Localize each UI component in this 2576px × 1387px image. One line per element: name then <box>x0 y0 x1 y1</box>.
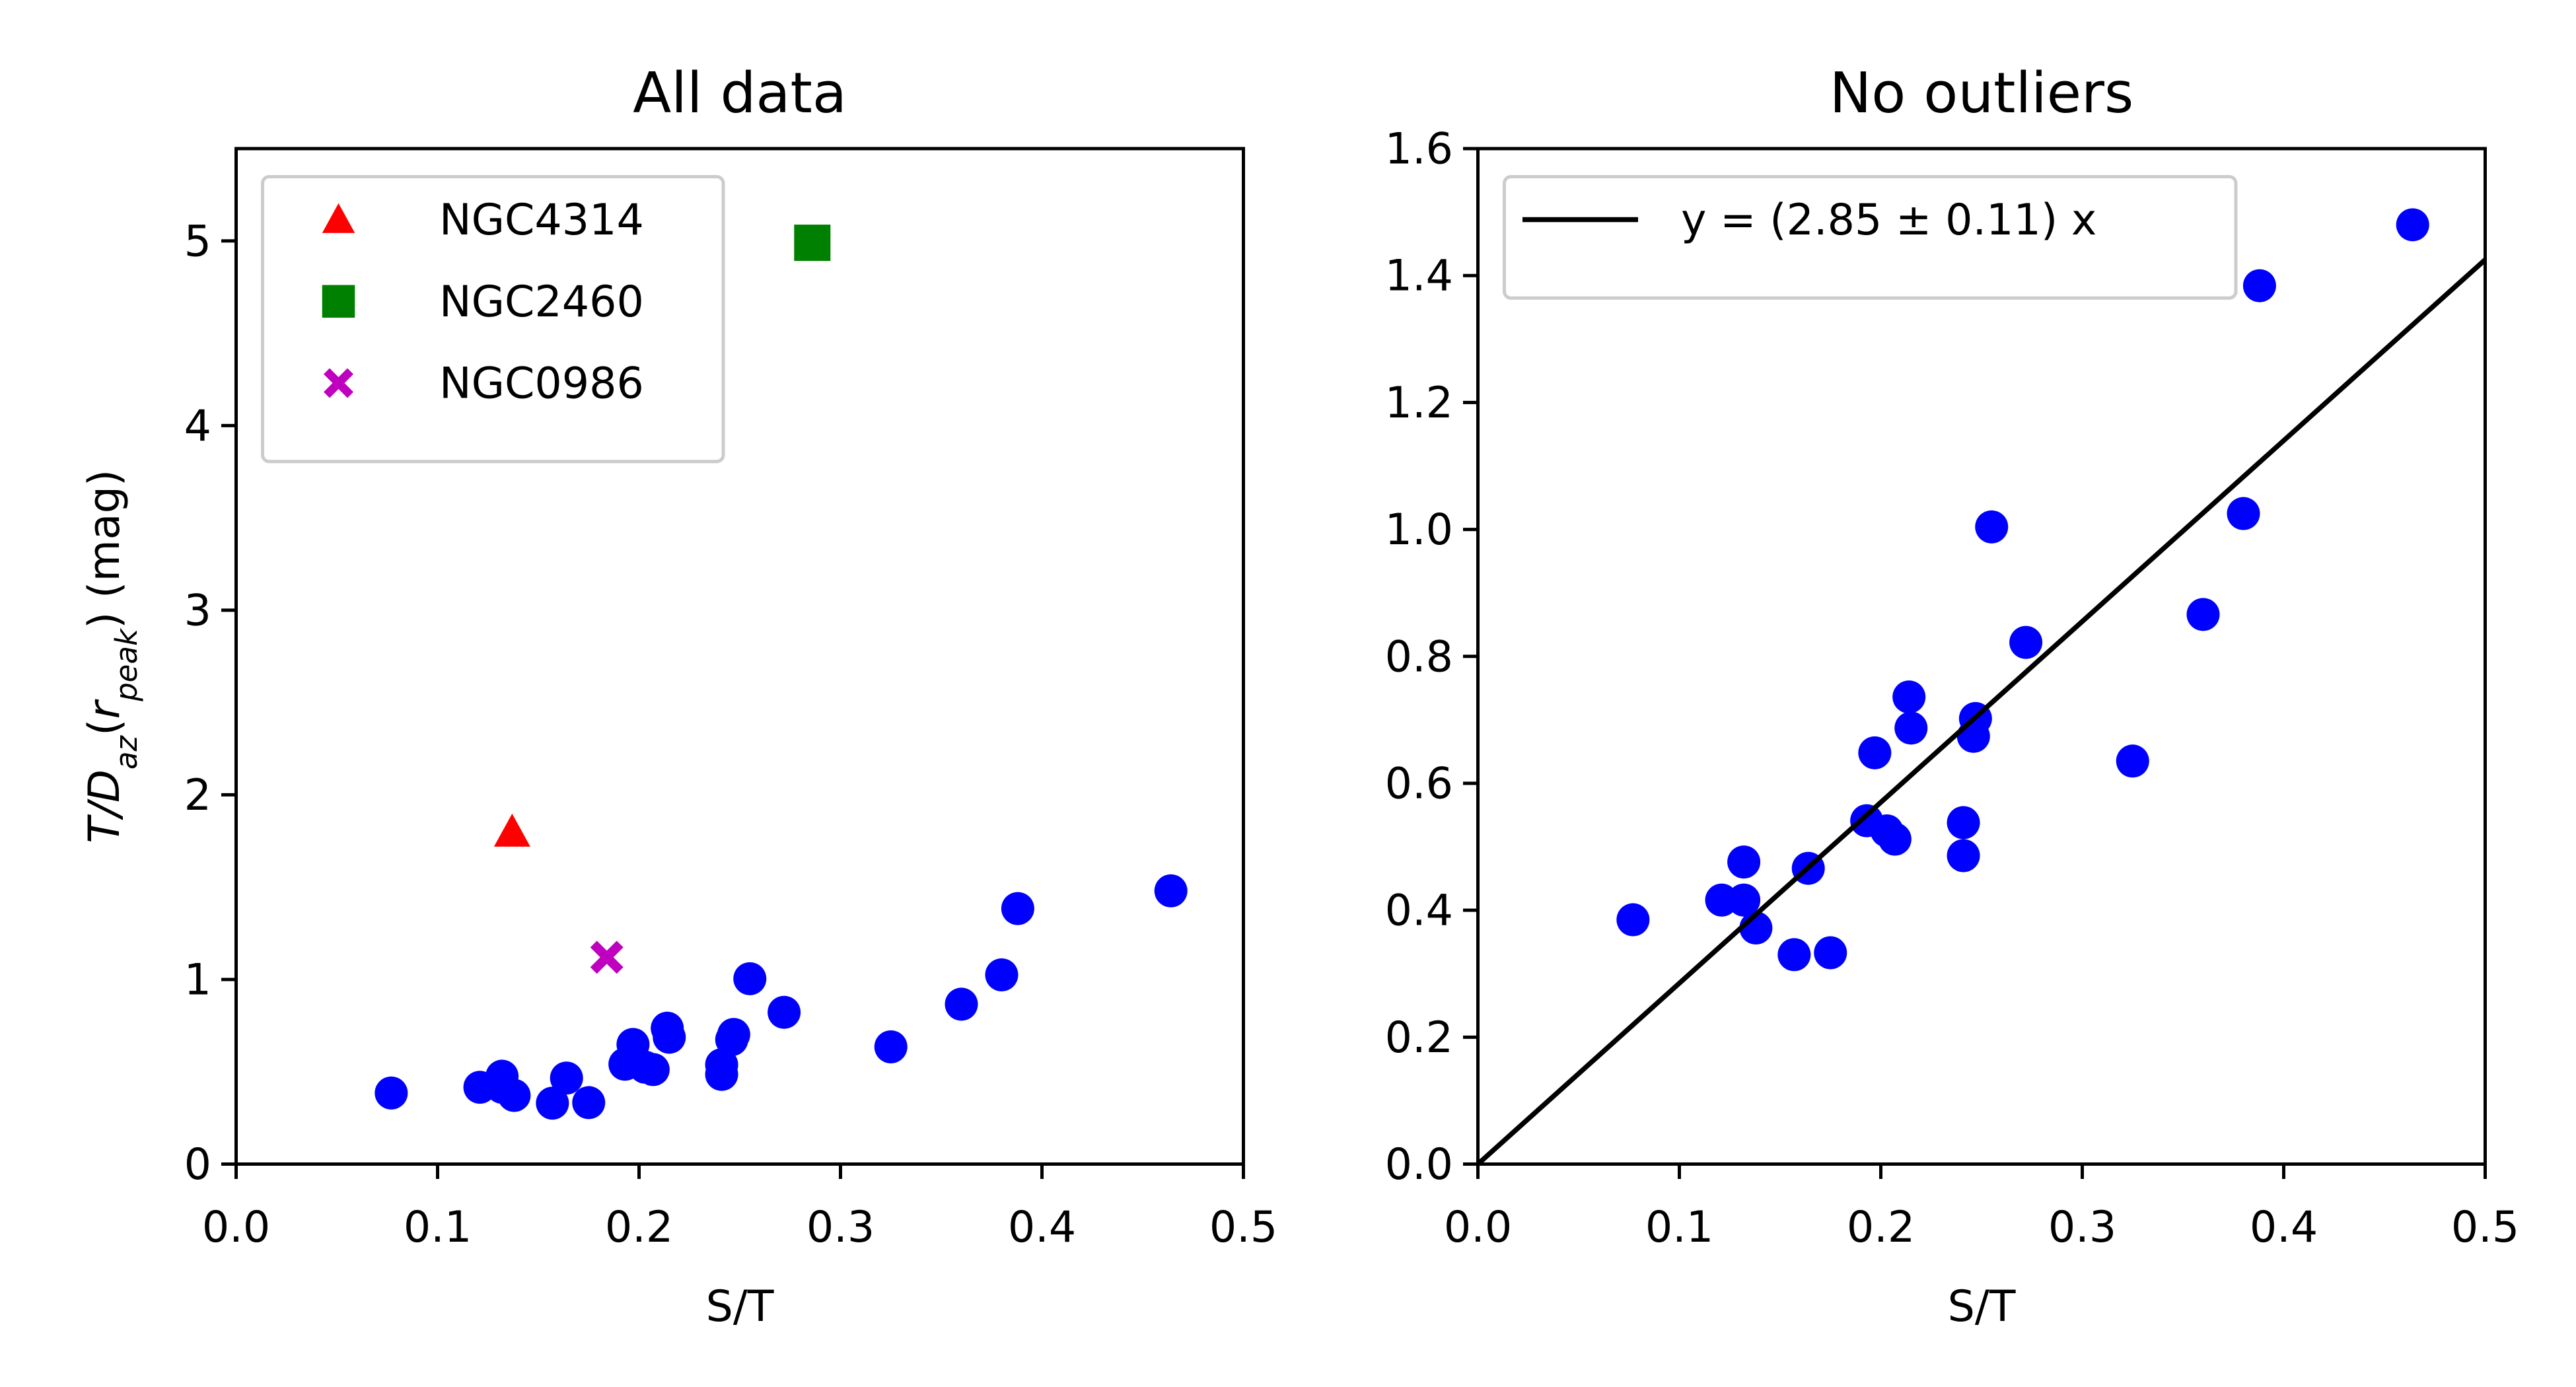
y-tick-label: 3 <box>184 586 211 635</box>
point <box>550 1061 583 1095</box>
y-tick-label: 0.8 <box>1385 632 1453 682</box>
y-tick-label: 0.4 <box>1385 886 1453 936</box>
point <box>1894 711 1928 745</box>
point <box>1892 680 1926 714</box>
point <box>733 962 767 995</box>
point <box>1947 806 1980 839</box>
point <box>1947 839 1980 872</box>
point <box>1727 845 1761 879</box>
legend-marker <box>322 203 355 233</box>
point <box>590 941 624 974</box>
y-axis-label-part: r <box>80 699 129 719</box>
x-tick-label: 0.3 <box>2048 1203 2116 1252</box>
point <box>2396 208 2429 242</box>
legend-marker <box>322 285 355 318</box>
y-tick-label: 1.2 <box>1385 378 1453 428</box>
chart-title: No outliers <box>1830 61 2134 126</box>
x-tick-label: 0.2 <box>605 1203 673 1252</box>
y-tick-label: 1.6 <box>1385 125 1453 174</box>
x-tick-label: 0.2 <box>1847 1203 1915 1252</box>
axes-frame <box>234 147 1245 1166</box>
point <box>1975 510 2009 544</box>
point <box>874 1030 908 1063</box>
point <box>375 1076 408 1110</box>
point <box>636 1053 670 1086</box>
point <box>945 987 978 1021</box>
y-axis-label-part: ) (mag) <box>80 470 129 629</box>
y-axis-label-part: ( <box>80 719 129 736</box>
y-tick-label: 4 <box>184 402 211 451</box>
y-tick-label: 5 <box>184 217 211 266</box>
point <box>705 1057 738 1091</box>
y-tick-label: 0.2 <box>1385 1013 1453 1063</box>
y-axis-label: T/Daz(rpeak) (mag) <box>80 470 144 843</box>
y-axis-label-part: az <box>109 735 144 770</box>
point <box>2227 497 2260 530</box>
y-axis-label-part: T/D <box>80 769 129 843</box>
x-tick-label: 0.5 <box>1209 1203 1277 1252</box>
y-tick-label: 0 <box>184 1140 211 1190</box>
point <box>2186 598 2220 631</box>
y-tick-label: 1 <box>184 955 211 1005</box>
x-tick-label: 0.1 <box>1645 1203 1713 1252</box>
legend-label: NGC2460 <box>439 277 644 327</box>
point <box>1727 883 1761 917</box>
fit-line <box>1478 258 2486 1164</box>
point <box>985 958 1019 991</box>
x-tick-label: 0.4 <box>1008 1203 1076 1252</box>
y-axis-label-part: peak <box>109 627 144 702</box>
point <box>497 1079 531 1112</box>
x-tick-label: 0.3 <box>806 1203 875 1252</box>
point <box>653 1020 686 1054</box>
point <box>1777 938 1811 972</box>
x-tick-label: 0.5 <box>2451 1203 2519 1252</box>
legend-box <box>1503 175 2238 300</box>
x-axis-label: S/T <box>1948 1282 2016 1332</box>
y-tick-label: 1.0 <box>1385 505 1453 555</box>
x-tick-label: 0.0 <box>202 1203 270 1252</box>
point <box>536 1086 569 1120</box>
x-tick-label: 0.0 <box>1444 1203 1512 1252</box>
legend-label: y = (2.85 ± 0.11) x <box>1681 196 2096 245</box>
x-tick-label: 0.1 <box>404 1203 472 1252</box>
point <box>493 813 530 847</box>
legend-box <box>261 175 725 464</box>
legend-label: NGC0986 <box>439 359 644 409</box>
point <box>572 1086 606 1120</box>
point <box>1858 736 1892 769</box>
axes-frame <box>1476 147 2487 1166</box>
y-tick-label: 0.0 <box>1385 1140 1453 1190</box>
chart-title: All data <box>633 61 847 126</box>
point <box>794 225 831 262</box>
point <box>2116 744 2149 778</box>
y-tick-label: 0.6 <box>1385 759 1453 808</box>
point <box>2242 269 2276 302</box>
x-tick-label: 0.4 <box>2250 1203 2318 1252</box>
legend-label: NGC4314 <box>439 196 644 245</box>
point <box>1814 936 1847 970</box>
point <box>1616 903 1650 937</box>
y-tick-label: 2 <box>184 771 211 820</box>
point <box>2009 625 2043 659</box>
point <box>1878 822 1912 856</box>
y-tick-label: 1.4 <box>1385 252 1453 301</box>
legend-marker <box>324 368 353 398</box>
point <box>717 1018 750 1051</box>
point <box>1154 874 1188 907</box>
point <box>768 995 801 1029</box>
x-axis-label: S/T <box>706 1282 774 1332</box>
point <box>1001 892 1034 925</box>
